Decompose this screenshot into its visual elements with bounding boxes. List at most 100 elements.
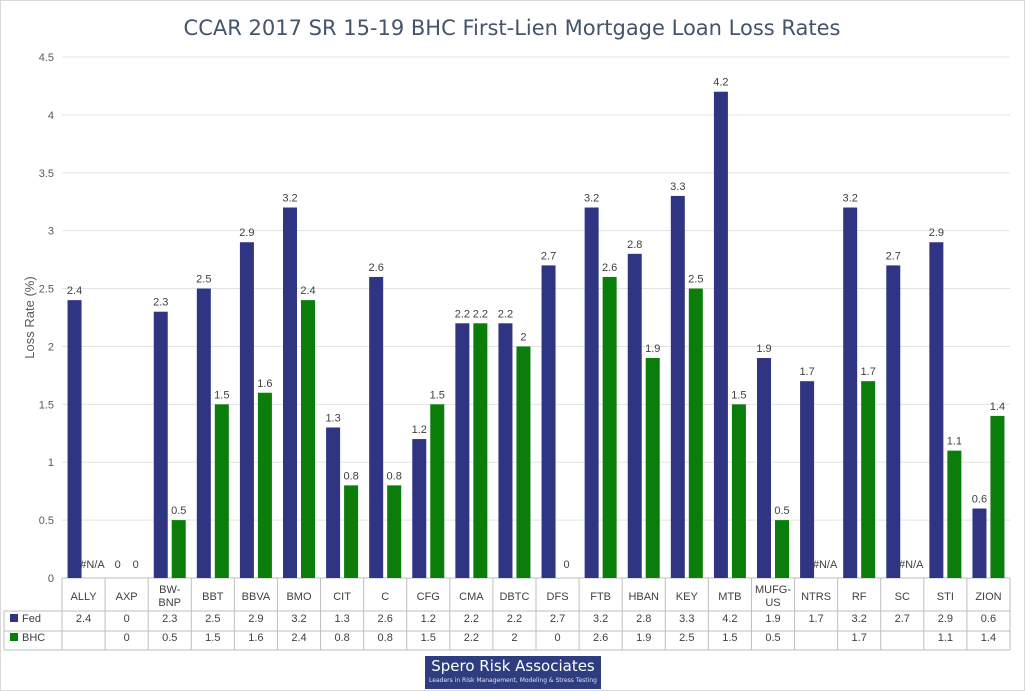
table-cell: 0.6 [981, 613, 996, 625]
data-label: 0.8 [387, 470, 402, 482]
bar-fed [627, 253, 642, 579]
bar-fed [498, 323, 513, 578]
table-cell: 1.7 [808, 613, 823, 625]
data-label: 1.5 [214, 389, 229, 401]
bar-bhc [214, 404, 229, 578]
data-label: 1.2 [412, 424, 427, 436]
bar-fed [972, 508, 987, 578]
category-label: DBTC [499, 591, 529, 603]
data-label: 2 [520, 331, 526, 343]
bar-fed [326, 427, 341, 578]
legend-label-bhc: BHC [22, 632, 45, 644]
data-label: 2.2 [498, 308, 513, 320]
table-cell: 1.4 [981, 632, 996, 644]
table-cell: 2.2 [507, 613, 522, 625]
category-label: ALLY [70, 591, 97, 603]
category-label: KEY [676, 591, 699, 603]
category-label: AXP [116, 591, 138, 603]
data-label: 1.7 [799, 366, 814, 378]
legend-key-bhc [10, 633, 18, 641]
bar-fed [412, 439, 427, 578]
bar-bhc [171, 520, 186, 578]
data-label: 2.2 [455, 308, 470, 320]
bar-bhc [344, 485, 359, 578]
logo-tagline: Leaders in Risk Management, Modeling & S… [429, 677, 597, 684]
table-cell: 1.7 [852, 632, 867, 644]
category-label: BBT [202, 591, 224, 603]
category-label: BW-BNP [158, 584, 181, 609]
category-label: BMO [286, 591, 312, 603]
y-tick-label: 2 [48, 341, 54, 353]
table-cell: 1.6 [248, 632, 263, 644]
data-label: 2.8 [627, 239, 642, 251]
logo-name: Spero Risk Associates [431, 657, 595, 675]
data-label: 1.6 [257, 378, 272, 390]
y-tick-label: 0 [48, 573, 54, 585]
data-label: 2.9 [239, 227, 254, 239]
data-label: 1.7 [861, 366, 876, 378]
data-label: #N/A [899, 559, 924, 571]
table-cell: 2.5 [205, 613, 220, 625]
data-label: 3.2 [843, 193, 858, 205]
bar-bhc [775, 520, 789, 578]
data-label: 1.4 [990, 401, 1005, 413]
y-tick-label: 1.5 [39, 399, 54, 411]
table-cell: 3.2 [291, 613, 306, 625]
data-label: 1.3 [325, 412, 340, 424]
data-label: 0 [115, 559, 121, 571]
bar-fed [455, 323, 470, 578]
data-label: 0.5 [774, 505, 789, 517]
bar-bhc [516, 346, 531, 578]
data-label: #N/A [80, 559, 105, 571]
table-cell: 3.3 [679, 613, 694, 625]
table-cell: 2.7 [895, 613, 910, 625]
bar-fed [541, 265, 556, 578]
bar-bhc [947, 450, 962, 578]
table-cell: 2.6 [593, 632, 608, 644]
data-label: 2.7 [541, 250, 556, 262]
bar-fed [670, 195, 685, 578]
data-label: 2.5 [688, 274, 703, 286]
table-cell: 1.9 [765, 613, 780, 625]
data-label: 2.4 [300, 285, 315, 297]
bar-fed [153, 311, 168, 578]
data-label: 2.6 [369, 262, 384, 274]
data-label: 1.5 [731, 389, 746, 401]
table-cell: 0 [554, 632, 560, 644]
table-cell: 2.3 [162, 613, 177, 625]
table-cell: 2.8 [636, 613, 651, 625]
bar-bhc [387, 485, 402, 578]
table-cell: 4.2 [722, 613, 737, 625]
bar-fed [886, 265, 901, 578]
table-cell: 2.4 [291, 632, 306, 644]
bar-bhc [257, 392, 272, 578]
data-label: 0.8 [343, 470, 358, 482]
category-label: NTRS [801, 591, 831, 603]
category-label: C [381, 591, 389, 603]
table-cell: 0.8 [334, 632, 349, 644]
table-cell: 2.2 [464, 632, 479, 644]
bar-bhc [473, 323, 488, 578]
data-label: 0 [133, 559, 139, 571]
y-tick-label: 4 [48, 110, 54, 122]
company-logo: Spero Risk Associates Leaders in Risk Ma… [425, 656, 601, 689]
category-label: MTB [718, 591, 741, 603]
table-cell: 1.3 [334, 613, 349, 625]
data-label: 0 [563, 559, 569, 571]
y-tick-label: 2.5 [39, 284, 54, 296]
category-label: CMA [459, 591, 484, 603]
table-cell: 2 [511, 632, 517, 644]
bar-fed [713, 91, 728, 578]
category-label: RF [852, 591, 867, 603]
table-cell: 2.2 [464, 613, 479, 625]
data-label: 2.6 [602, 262, 617, 274]
category-label: STI [937, 591, 954, 603]
table-cell: 1.9 [636, 632, 651, 644]
bar-bhc [861, 381, 876, 578]
data-label: 2.3 [153, 297, 168, 309]
bar-fed [584, 207, 599, 578]
table-cell: 1.5 [421, 632, 436, 644]
data-label: 1.5 [430, 389, 445, 401]
data-label: 1.1 [947, 436, 962, 448]
